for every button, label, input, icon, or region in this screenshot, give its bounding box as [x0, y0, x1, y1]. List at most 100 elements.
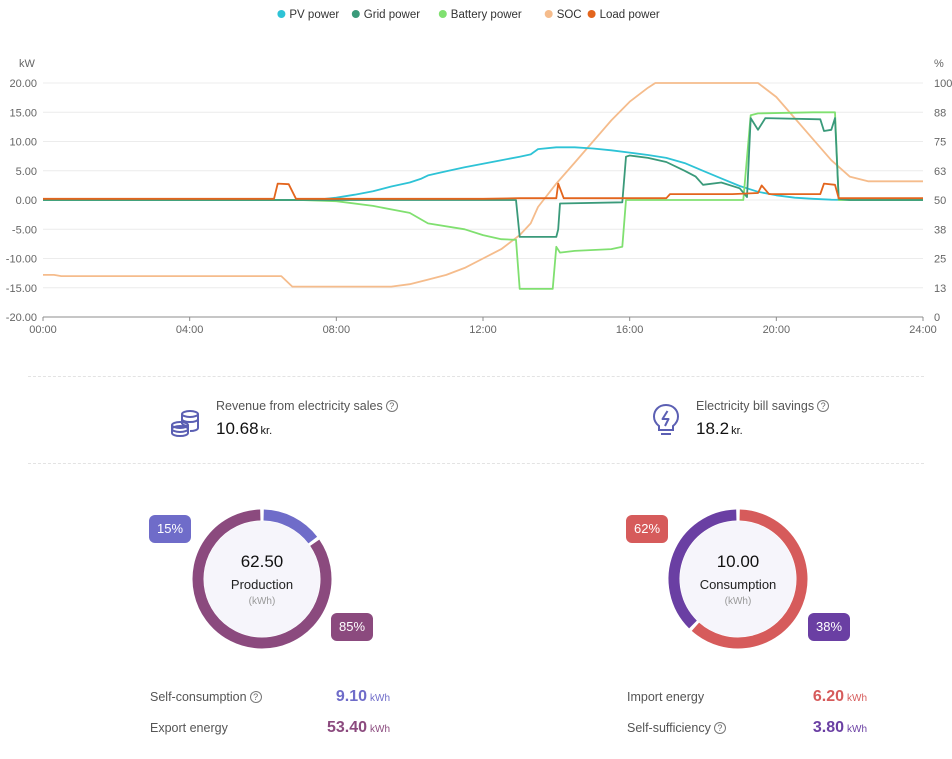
- x-tick-label: 20:00: [763, 324, 791, 336]
- import-energy-unit: kWh: [847, 693, 867, 704]
- legend-dot-icon: [544, 10, 553, 18]
- consumption-total: 10.00: [716, 551, 760, 571]
- self-sufficiency-unit: kWh: [847, 724, 867, 735]
- consumption-donut-svg: [668, 509, 808, 649]
- import-energy-value: 6.20: [812, 688, 844, 705]
- y-left-tick-label: 20.00: [9, 78, 37, 90]
- legend-label: Load power: [600, 9, 660, 21]
- consumption-import-badge: 62%: [626, 515, 668, 543]
- legend-dot-icon: [438, 10, 447, 18]
- production-donut: 62.50 Production (kWh): [182, 499, 342, 659]
- legend-dot-icon: [587, 10, 596, 18]
- revenue-value: 10.68: [216, 419, 259, 438]
- export-energy-label: Export energy: [150, 721, 228, 735]
- series-line-load-power[interactable]: [43, 182, 923, 200]
- x-tick-label: 24:00: [909, 324, 937, 336]
- import-energy-label: Import energy: [627, 690, 705, 704]
- production-export-segment[interactable]: [192, 509, 332, 649]
- revenue-stat: Revenue from electricity sales? 10.68 kr.: [166, 398, 398, 440]
- divider-bottom: [28, 463, 924, 464]
- power-chart: 20.00 15.00 10.00 5.00 0.00 -5.00 -10.00 -15.00…: [0, 0, 952, 345]
- series-line-battery-power[interactable]: [43, 111, 923, 290]
- legend-item-grid-power[interactable]: Grid power: [351, 9, 420, 21]
- self-consumption-label: Self-consumption: [150, 690, 247, 704]
- consumption-donut: 10.00 Consumption (kWh): [658, 499, 818, 659]
- y-left-unit: kW: [19, 58, 36, 70]
- legend-dot-icon: [277, 10, 286, 18]
- production-unit: (kWh): [248, 595, 276, 607]
- x-tick-label: 12:00: [469, 324, 497, 336]
- x-tick-label: 00:00: [29, 324, 57, 336]
- production-name: Production: [230, 576, 294, 592]
- legend-label: SOC: [557, 9, 582, 21]
- consumption-self-badge: 38%: [808, 613, 850, 641]
- self-sufficiency-row: Self-sufficiency? 3.80 kWh: [627, 719, 867, 736]
- legend-item-soc[interactable]: SOC: [544, 9, 582, 21]
- production-self-badge: 15%: [149, 515, 191, 543]
- y-right-tick-label: 25: [934, 254, 946, 266]
- savings-value: 18.2: [696, 419, 730, 438]
- legend-label: PV power: [289, 9, 339, 21]
- donut-inner: [680, 521, 796, 637]
- power-chart-svg: 20.00 15.00 10.00 5.00 0.00 -5.00 -10.00 -15.00…: [6, 9, 952, 336]
- y-left-tick-label: 5.00: [16, 166, 37, 178]
- savings-label: Electricity bill savings: [696, 399, 815, 413]
- help-icon[interactable]: ?: [385, 400, 398, 412]
- y-right-tick-label: 38: [934, 224, 946, 236]
- donut-inner: [204, 521, 320, 637]
- legend-label: Battery power: [451, 9, 522, 21]
- coins-icon: [171, 410, 199, 438]
- x-tick-label: 16:00: [616, 324, 644, 336]
- y-right-tick-label: 0: [934, 312, 940, 324]
- legend-label: Grid power: [364, 9, 420, 21]
- savings-unit: kr.: [731, 425, 743, 437]
- y-right-tick-label: 63: [934, 166, 946, 178]
- y-left-tick-label: -20.00: [6, 312, 37, 324]
- savings-stat: Electricity bill savings? 18.2 kr.: [646, 398, 830, 440]
- export-energy-value: 53.40: [326, 719, 367, 736]
- self-sufficiency-value: 3.80: [812, 719, 844, 736]
- y-left-tick-label: 10.00: [9, 137, 37, 149]
- consumption-import-segment[interactable]: [691, 509, 808, 649]
- lightbulb-bolt-icon: [652, 403, 680, 435]
- y-right-tick-label: 50: [934, 195, 946, 207]
- y-right-tick-label: 88: [934, 107, 946, 119]
- series-line-soc[interactable]: [43, 82, 923, 288]
- self-sufficiency-label: Self-sufficiency: [627, 721, 711, 735]
- y-right-tick-label: 100: [934, 78, 952, 90]
- x-tick-label: 08:00: [323, 324, 351, 336]
- y-right-tick-label: 75: [934, 137, 946, 149]
- series-line-grid-power[interactable]: [43, 117, 923, 238]
- y-right-tick-label: 13: [934, 283, 946, 295]
- consumption-unit: (kWh): [724, 595, 752, 607]
- export-energy-unit: kWh: [370, 724, 390, 735]
- x-tick-label: 04:00: [176, 324, 204, 336]
- production-export-badge: 85%: [331, 613, 373, 641]
- production-self-segment[interactable]: [263, 509, 318, 544]
- help-icon[interactable]: ?: [713, 722, 726, 734]
- y-left-tick-label: -5.00: [12, 224, 37, 236]
- y-left-tick-label: 15.00: [9, 107, 37, 119]
- consumption-name: Consumption: [699, 576, 777, 592]
- legend-item-pv-power[interactable]: PV power: [277, 9, 339, 21]
- export-energy-row: Export energy 53.40 kWh: [150, 719, 390, 736]
- help-icon[interactable]: ?: [249, 691, 262, 703]
- import-energy-row: Import energy 6.20 kWh: [627, 688, 867, 705]
- help-icon[interactable]: ?: [817, 400, 830, 412]
- series-line-pv-power[interactable]: [43, 146, 923, 201]
- legend-dot-icon: [351, 10, 360, 18]
- legend-item-battery-power[interactable]: Battery power: [438, 9, 522, 21]
- consumption-self-segment[interactable]: [668, 509, 737, 629]
- self-consumption-value: 9.10: [335, 688, 367, 705]
- production-total: 62.50: [240, 551, 284, 571]
- y-left-tick-label: -15.00: [6, 283, 37, 295]
- production-donut-svg: [192, 509, 332, 649]
- revenue-unit: kr.: [260, 425, 273, 437]
- legend-item-load-power[interactable]: Load power: [587, 9, 660, 21]
- self-consumption-row: Self-consumption? 9.10 kWh: [150, 688, 390, 705]
- y-left-tick-label: -10.00: [6, 254, 37, 266]
- y-right-unit: %: [934, 58, 944, 70]
- revenue-label: Revenue from electricity sales: [216, 399, 383, 413]
- self-consumption-unit: kWh: [370, 693, 390, 704]
- divider-top: [28, 376, 924, 377]
